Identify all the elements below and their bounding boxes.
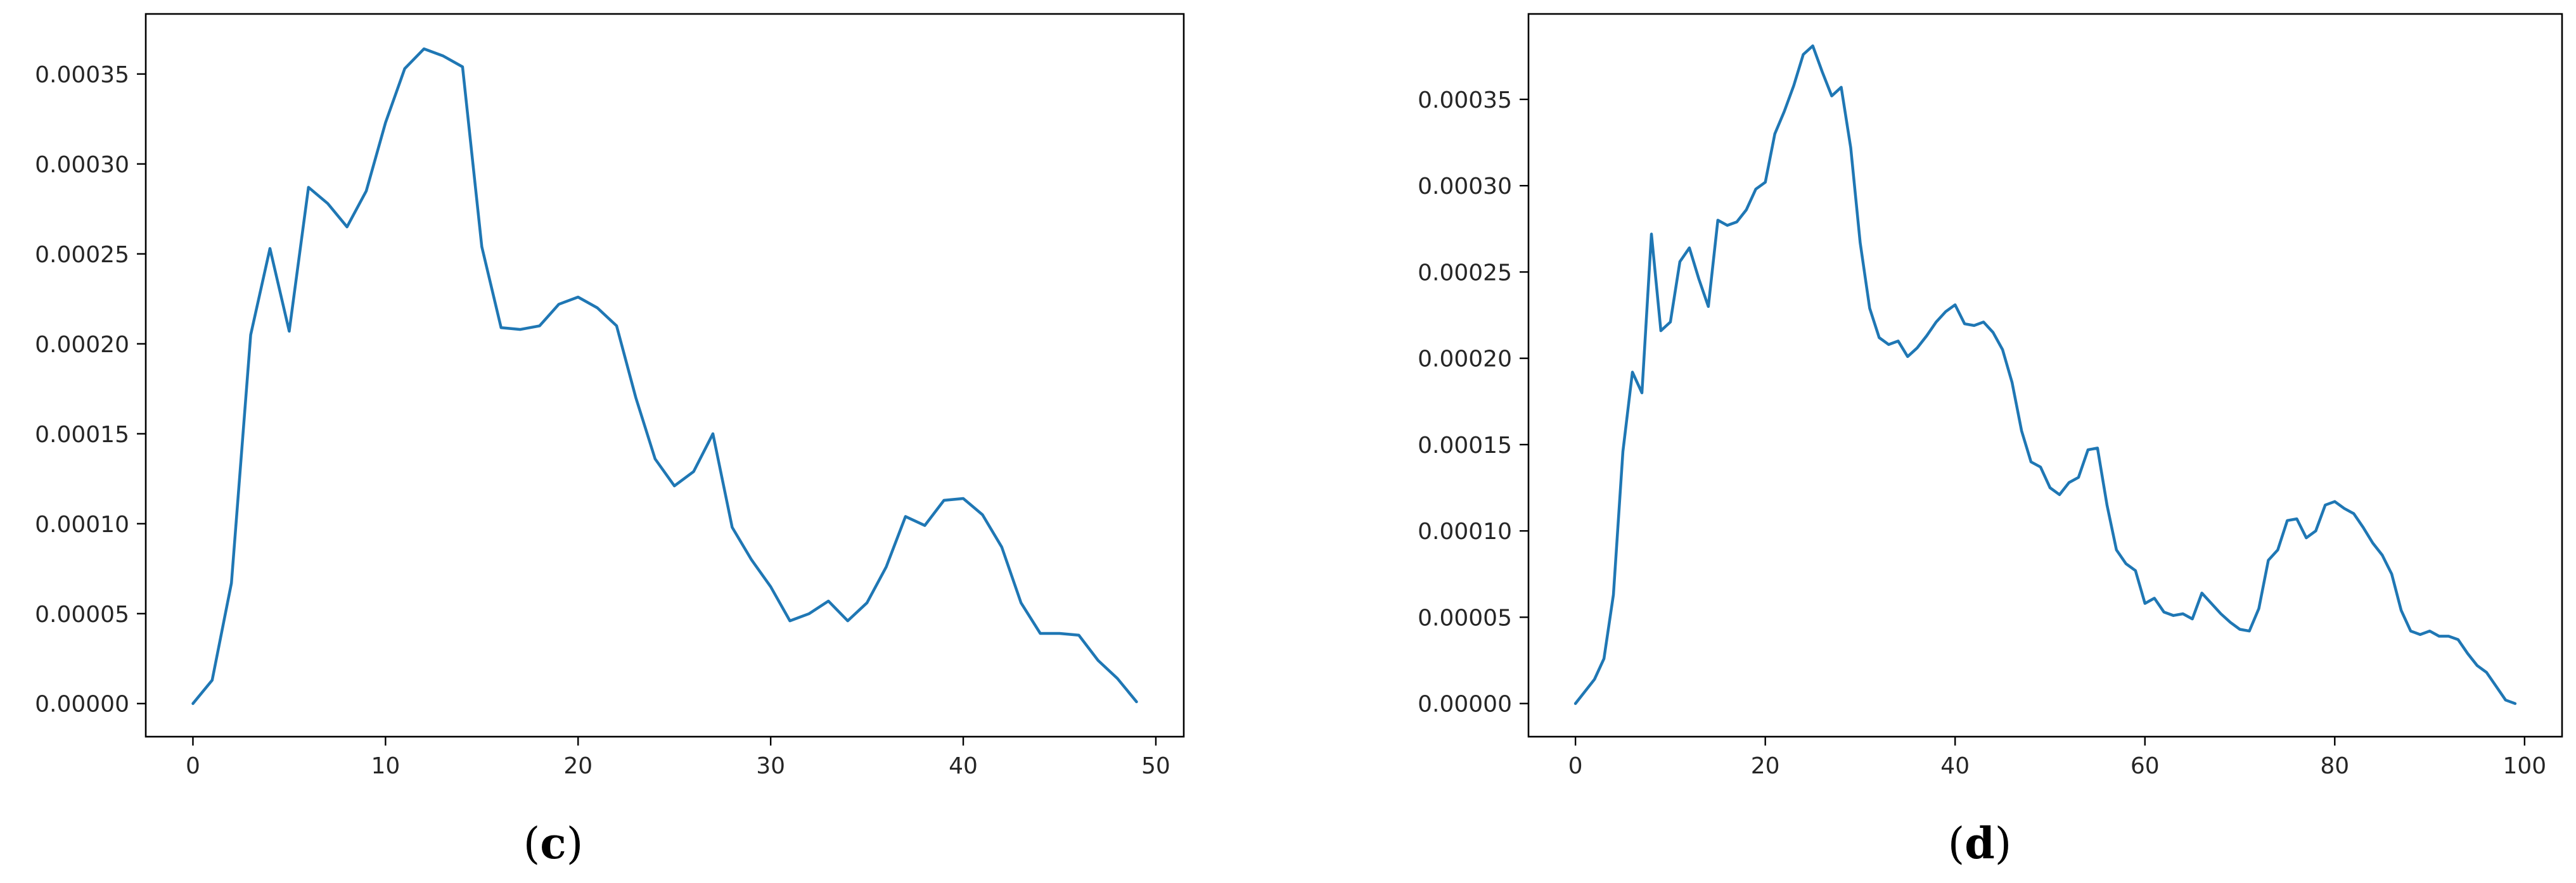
x-tick-label-c-1: 10: [371, 753, 400, 779]
y-tick-label-c-3: 0.00015: [35, 422, 129, 448]
x-tick-label-d-2: 40: [1940, 753, 1970, 779]
y-tick-label-d-7: 0.00035: [1418, 87, 1512, 113]
plot-frame-c: [144, 13, 1185, 738]
y-tick-label-c-4: 0.00020: [35, 332, 129, 358]
x-tick-label-d-3: 60: [2131, 753, 2160, 779]
y-tick-label-c-5: 0.00025: [35, 242, 129, 268]
series-line-d: [1573, 44, 2517, 705]
x-tick-label-d-5: 100: [2502, 753, 2546, 779]
y-tick-label-c-1: 0.00005: [35, 602, 129, 628]
y-tick-label-c-2: 0.00010: [35, 512, 129, 538]
y-tick-label-c-0: 0.00000: [35, 692, 129, 718]
y-tick-label-d-0: 0.00000: [1418, 692, 1512, 718]
x-tick-label-c-5: 50: [1141, 753, 1170, 779]
y-tick-label-c-6: 0.00030: [35, 152, 129, 178]
panel-c: 0 10 20 30 40 50 0.00000 0.00005 0.00010 0.00015 0…: [35, 13, 1185, 779]
panel-label-c: (c): [523, 818, 583, 869]
y-tick-label-d-4: 0.00020: [1418, 346, 1512, 372]
panel-label-d: (d): [1948, 818, 2012, 869]
x-tick-label-d-0: 0: [1568, 753, 1583, 779]
series-line-c: [191, 47, 1138, 705]
y-tick-label-c-7: 0.00035: [35, 62, 129, 88]
x-tick-label-c-4: 40: [949, 753, 978, 779]
plot-frame-d: [1527, 13, 2563, 738]
panel-d: 0 20 40 60 80 100 0.00000 0.00005 0.00010 0.00015…: [1418, 13, 2563, 779]
y-tick-label-d-5: 0.00025: [1418, 260, 1512, 286]
y-tick-label-d-3: 0.00015: [1418, 433, 1512, 459]
x-tick-label-c-0: 0: [186, 753, 200, 779]
x-tick-label-c-2: 20: [563, 753, 593, 779]
x-tick-label-d-4: 80: [2320, 753, 2349, 779]
y-tick-label-d-6: 0.00030: [1418, 174, 1512, 200]
x-tick-label-d-1: 20: [1751, 753, 1780, 779]
y-tick-label-d-2: 0.00010: [1418, 519, 1512, 545]
x-tick-label-c-3: 30: [756, 753, 785, 779]
y-tick-label-d-1: 0.00005: [1418, 605, 1512, 631]
